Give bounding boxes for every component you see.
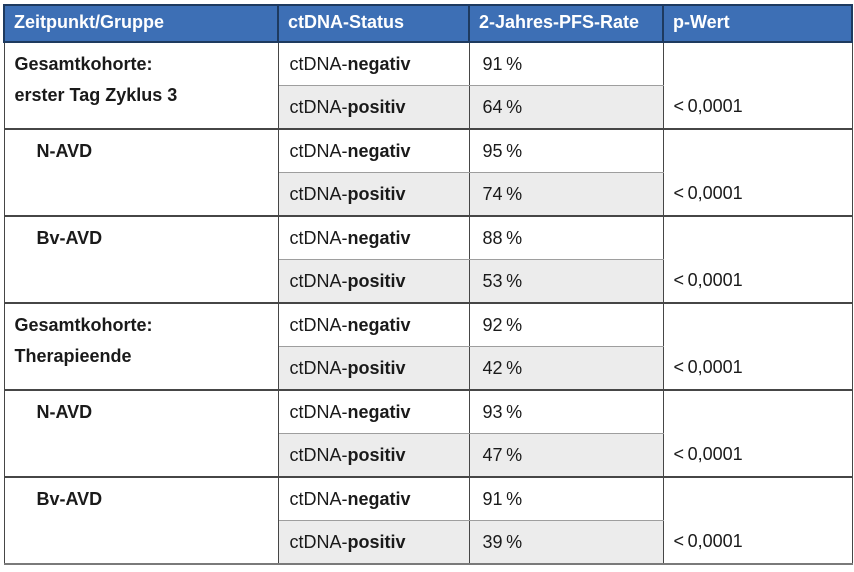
col-header-ctdna-status: ctDNA-Status bbox=[277, 4, 470, 43]
pfs-rate-cell: 95 % bbox=[468, 128, 664, 173]
status-value: negativ bbox=[347, 314, 411, 335]
ctdna-status-cell: ctDNA-negativ bbox=[277, 215, 470, 260]
p-value-cell: < 0,0001 bbox=[662, 302, 853, 391]
status-prefix: ctDNA- bbox=[289, 314, 348, 335]
ctdna-status-cell: ctDNA-positiv bbox=[277, 346, 470, 391]
pfs-rate-cell: 64 % bbox=[468, 85, 664, 130]
table-row: Bv-AVD ctDNA-negativ 88 % < 0,0001 bbox=[3, 215, 853, 304]
group-label-cell: N-AVD bbox=[3, 128, 279, 217]
p-value-cell: < 0,0001 bbox=[662, 128, 853, 217]
group-label-cell: Bv-AVD bbox=[3, 215, 279, 304]
status-prefix: ctDNA- bbox=[289, 357, 348, 378]
p-value-cell: < 0,0001 bbox=[662, 476, 853, 565]
ctdna-status-cell: ctDNA-positiv bbox=[277, 172, 470, 217]
p-value-cell: < 0,0001 bbox=[662, 215, 853, 304]
table-row: N-AVD ctDNA-negativ 95 % < 0,0001 bbox=[3, 128, 853, 217]
pfs-rate-cell: 91 % bbox=[468, 476, 664, 521]
group-label-cell: Gesamtkohorte: erster Tag Zyklus 3 bbox=[3, 41, 279, 130]
ctdna-status-cell: ctDNA-negativ bbox=[277, 128, 470, 173]
table-row: Gesamtkohorte: Therapieende ctDNA-negati… bbox=[3, 302, 853, 391]
status-value: positiv bbox=[347, 531, 406, 552]
table-row: Bv-AVD ctDNA-negativ 91 % < 0,0001 bbox=[3, 476, 853, 565]
ctdna-status-cell: ctDNA-negativ bbox=[277, 41, 470, 86]
group-label: Bv-AVD bbox=[36, 228, 103, 248]
status-value: positiv bbox=[347, 444, 406, 465]
col-header-pfs-rate: 2-Jahres-PFS-Rate bbox=[468, 4, 664, 43]
group-label-cell: Bv-AVD bbox=[3, 476, 279, 565]
ctdna-status-cell: ctDNA-positiv bbox=[277, 85, 470, 130]
status-value: positiv bbox=[347, 270, 406, 291]
pfs-rate-cell: 88 % bbox=[468, 215, 664, 260]
p-value-cell: < 0,0001 bbox=[662, 41, 853, 130]
group-label: Gesamtkohorte: bbox=[14, 54, 153, 74]
table-row: ctDNA-positiv 53 % bbox=[4, 259, 852, 304]
group-label: N-AVD bbox=[36, 402, 93, 422]
status-prefix: ctDNA- bbox=[289, 531, 348, 552]
status-value: positiv bbox=[347, 183, 406, 204]
pfs-rate-cell: 91 % bbox=[468, 41, 664, 86]
group-label-cell: N-AVD bbox=[3, 389, 279, 478]
group-label-line2: Therapieende bbox=[14, 346, 132, 366]
pfs-rate-cell: 47 % bbox=[468, 433, 664, 478]
pfs-rate-cell: 53 % bbox=[468, 259, 664, 304]
group-label-line2: erster Tag Zyklus 3 bbox=[14, 85, 178, 105]
status-value: negativ bbox=[347, 140, 411, 161]
status-prefix: ctDNA- bbox=[289, 444, 348, 465]
pfs-rate-table: Zeitpunkt/Gruppe ctDNA-Status 2-Jahres-P… bbox=[3, 4, 853, 565]
group-label-cell: Gesamtkohorte: Therapieende bbox=[3, 302, 279, 391]
table-row: ctDNA-positiv 42 % bbox=[4, 346, 852, 391]
table-row: N-AVD ctDNA-negativ 93 % < 0,0001 bbox=[3, 389, 853, 478]
table-row: ctDNA-positiv 64 % bbox=[4, 85, 852, 130]
ctdna-status-cell: ctDNA-negativ bbox=[277, 389, 470, 434]
ctdna-status-cell: ctDNA-negativ bbox=[277, 476, 470, 521]
pfs-rate-cell: 74 % bbox=[468, 172, 664, 217]
group-label: Bv-AVD bbox=[36, 489, 103, 509]
p-value-cell: < 0,0001 bbox=[662, 389, 853, 478]
ctdna-status-cell: ctDNA-positiv bbox=[277, 259, 470, 304]
status-value: negativ bbox=[347, 401, 411, 422]
ctdna-status-cell: ctDNA-negativ bbox=[277, 302, 470, 347]
ctdna-status-cell: ctDNA-positiv bbox=[277, 433, 470, 478]
table-row: ctDNA-positiv 47 % bbox=[4, 433, 852, 478]
status-prefix: ctDNA- bbox=[289, 183, 348, 204]
status-value: negativ bbox=[347, 53, 411, 74]
col-header-p-wert: p-Wert bbox=[662, 4, 853, 43]
pfs-rate-cell: 92 % bbox=[468, 302, 664, 347]
pfs-rate-cell: 93 % bbox=[468, 389, 664, 434]
table-row: Gesamtkohorte: erster Tag Zyklus 3 ctDNA… bbox=[3, 41, 853, 130]
group-label: N-AVD bbox=[36, 141, 93, 161]
group-label: Gesamtkohorte: bbox=[14, 315, 153, 335]
status-prefix: ctDNA- bbox=[289, 96, 348, 117]
status-prefix: ctDNA- bbox=[289, 401, 348, 422]
status-prefix: ctDNA- bbox=[289, 488, 348, 509]
status-prefix: ctDNA- bbox=[289, 227, 348, 248]
table-row: ctDNA-positiv 74 % bbox=[4, 172, 852, 217]
table-row: ctDNA-positiv 39 % bbox=[4, 520, 852, 565]
table-header-row: Zeitpunkt/Gruppe ctDNA-Status 2-Jahres-P… bbox=[3, 4, 853, 43]
status-value: positiv bbox=[347, 357, 406, 378]
status-prefix: ctDNA- bbox=[289, 270, 348, 291]
col-header-zeitpunkt-gruppe: Zeitpunkt/Gruppe bbox=[3, 4, 279, 43]
pfs-rate-cell: 39 % bbox=[468, 520, 664, 565]
status-prefix: ctDNA- bbox=[289, 140, 348, 161]
status-value: negativ bbox=[347, 227, 411, 248]
ctdna-status-cell: ctDNA-positiv bbox=[277, 520, 470, 565]
pfs-rate-cell: 42 % bbox=[468, 346, 664, 391]
status-prefix: ctDNA- bbox=[289, 53, 348, 74]
status-value: negativ bbox=[347, 488, 411, 509]
status-value: positiv bbox=[347, 96, 406, 117]
